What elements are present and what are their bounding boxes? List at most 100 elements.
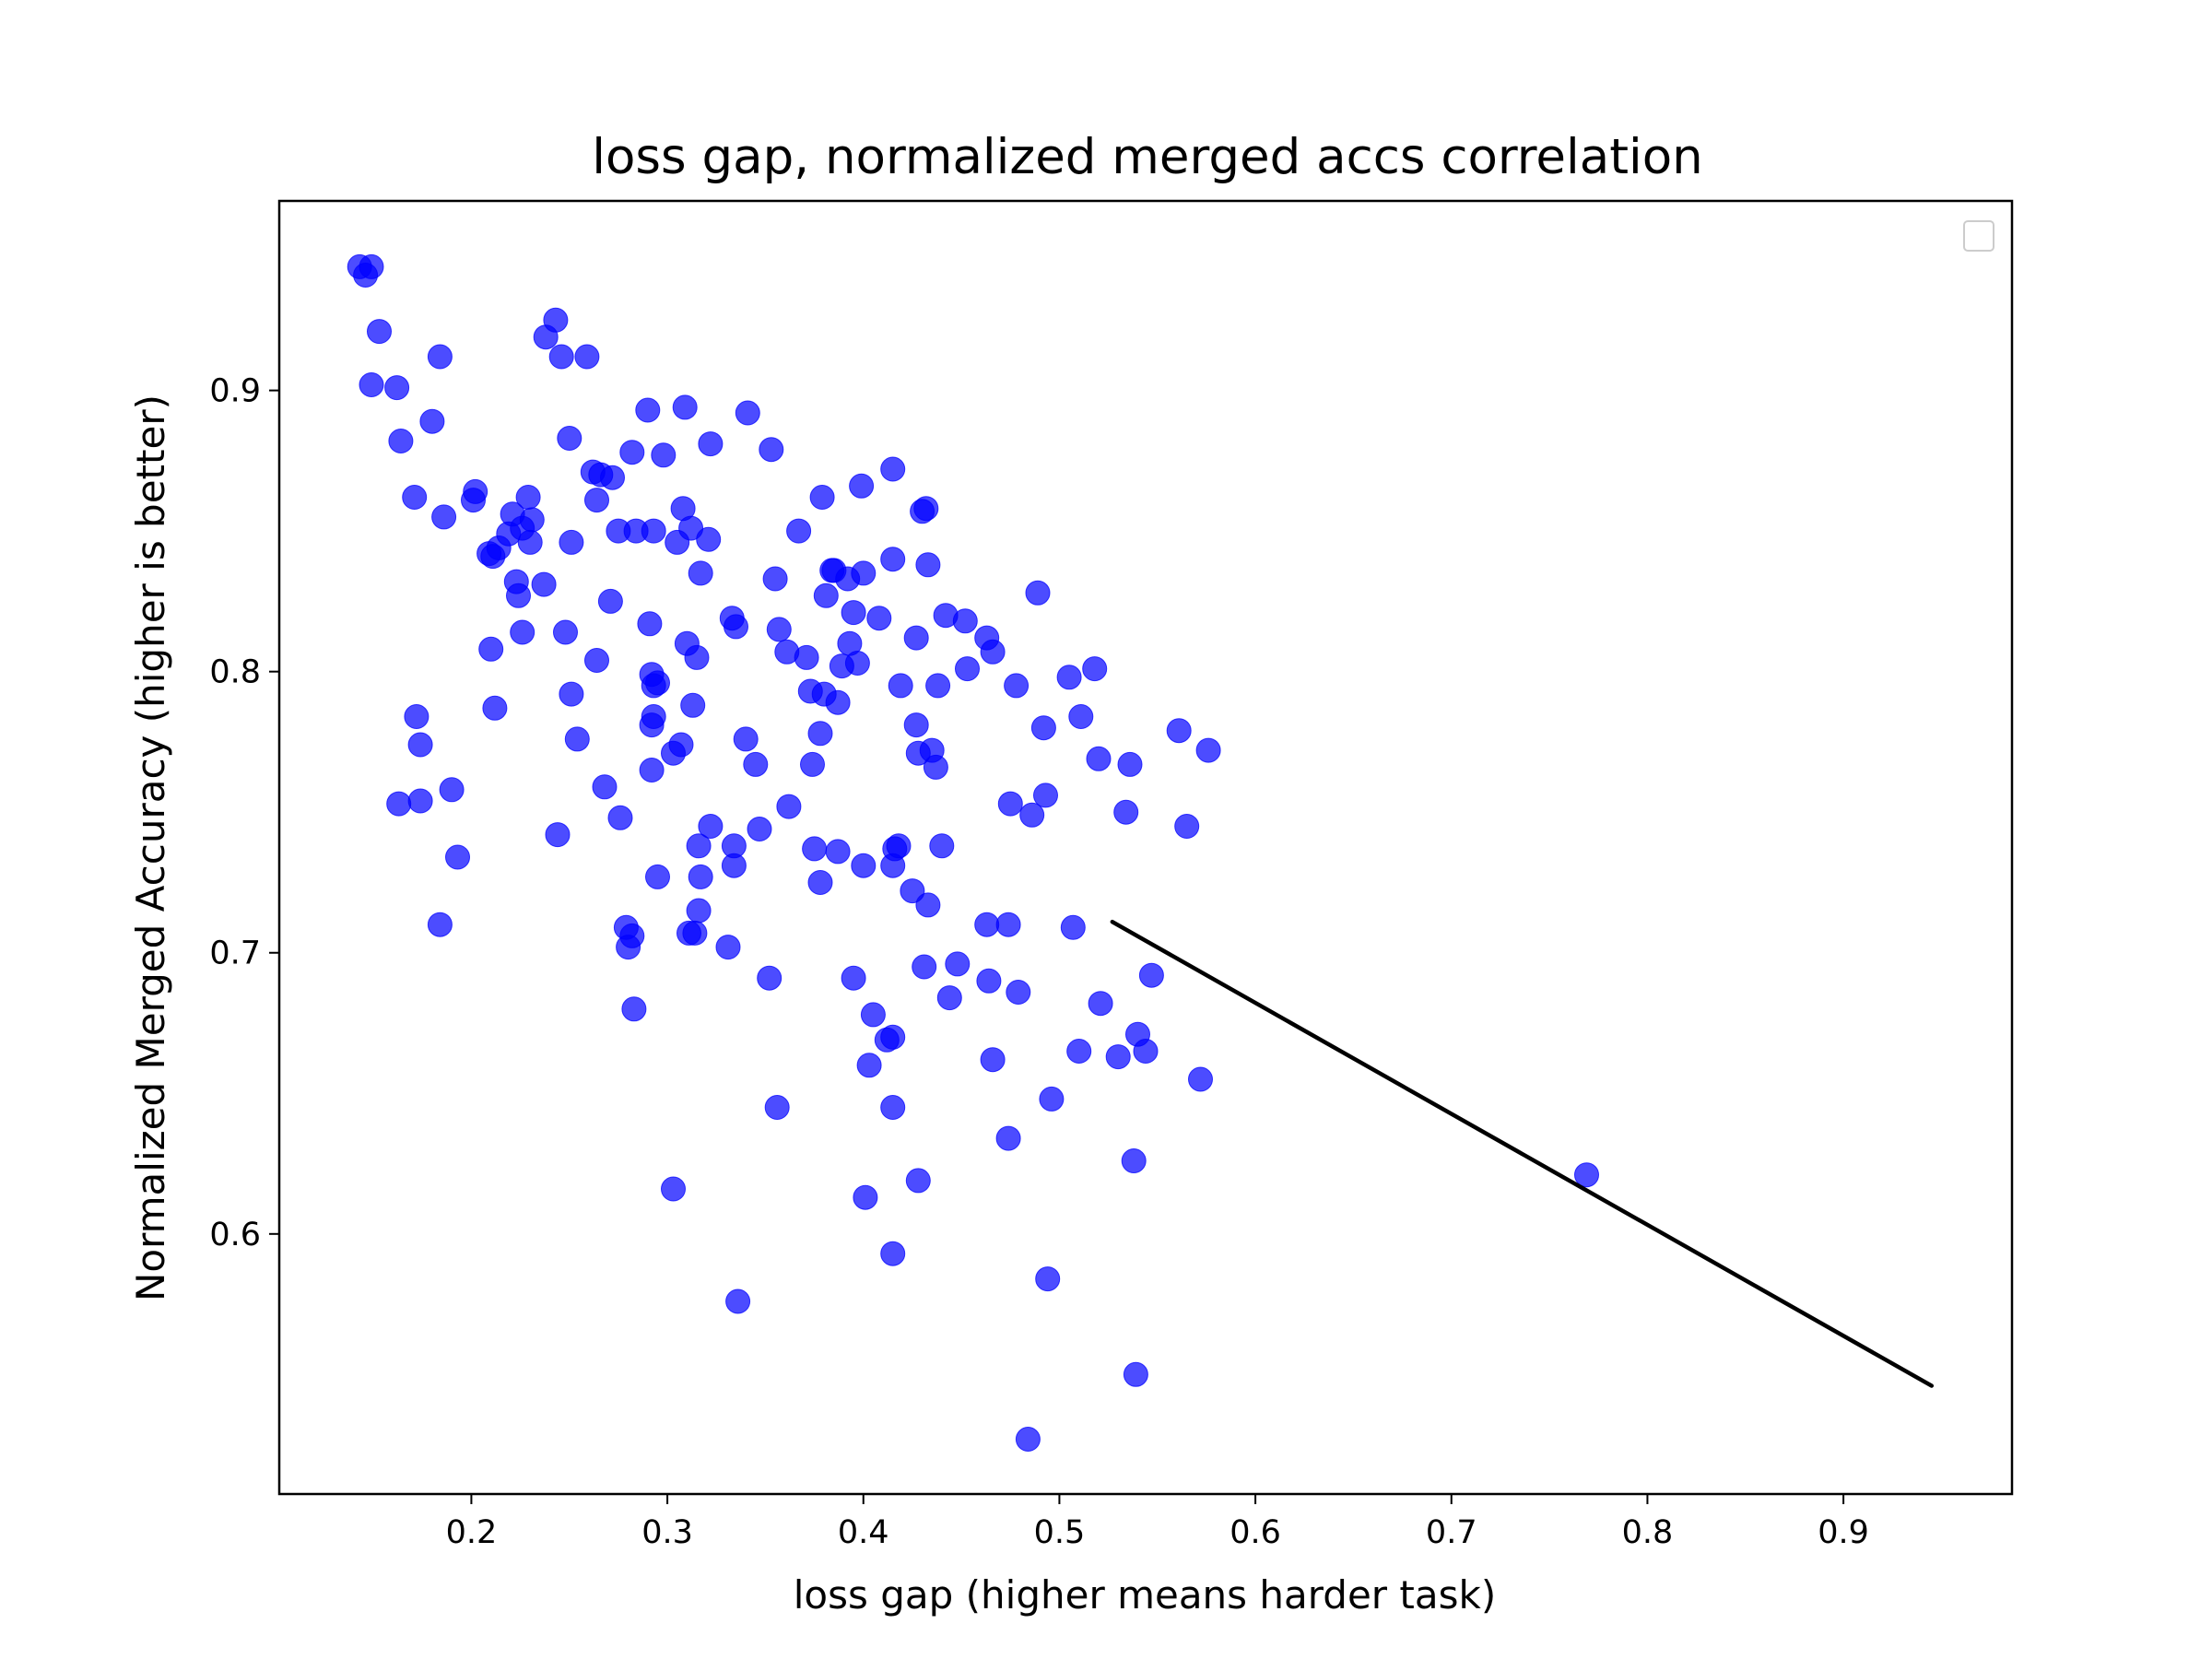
data-point bbox=[724, 614, 748, 640]
data-point bbox=[686, 833, 712, 859]
data-point bbox=[584, 648, 609, 673]
data-point bbox=[506, 582, 531, 608]
data-point bbox=[1015, 1427, 1041, 1452]
data-point bbox=[635, 397, 661, 423]
data-point bbox=[564, 726, 590, 752]
data-point bbox=[600, 465, 625, 490]
data-point bbox=[510, 619, 535, 645]
data-point bbox=[980, 639, 1006, 665]
data-point bbox=[825, 839, 851, 865]
data-point bbox=[1004, 673, 1030, 699]
x-tick-label: 0.2 bbox=[446, 1514, 498, 1551]
data-point bbox=[1056, 665, 1082, 690]
data-point bbox=[844, 651, 870, 676]
data-point bbox=[952, 608, 978, 634]
data-point bbox=[553, 619, 578, 645]
data-point bbox=[597, 588, 623, 614]
data-point bbox=[825, 689, 851, 715]
data-point bbox=[929, 833, 955, 859]
data-point bbox=[802, 836, 828, 862]
data-point bbox=[809, 485, 835, 510]
data-point bbox=[404, 704, 429, 729]
data-point bbox=[557, 426, 582, 451]
data-point bbox=[1039, 1086, 1065, 1112]
data-point bbox=[974, 912, 1000, 937]
data-point bbox=[639, 758, 665, 782]
data-point bbox=[866, 606, 892, 631]
data-point bbox=[427, 912, 453, 937]
data-point bbox=[402, 485, 428, 510]
data-point bbox=[637, 611, 663, 637]
x-tick-label: 0.6 bbox=[1230, 1514, 1281, 1551]
data-point bbox=[531, 571, 557, 597]
data-point bbox=[794, 644, 819, 670]
data-point bbox=[384, 375, 410, 401]
data-point bbox=[651, 442, 677, 468]
regression-line bbox=[1110, 919, 1935, 1388]
data-point bbox=[478, 636, 504, 662]
data-point bbox=[903, 625, 929, 651]
data-point bbox=[976, 968, 1002, 994]
data-point bbox=[743, 751, 769, 777]
data-point bbox=[641, 704, 666, 729]
data-point bbox=[735, 400, 760, 426]
data-point bbox=[621, 996, 647, 1022]
data-point bbox=[445, 844, 470, 870]
data-point bbox=[880, 456, 906, 482]
y-tick-label: 0.9 bbox=[209, 373, 261, 410]
data-point bbox=[1174, 814, 1200, 839]
data-point bbox=[1088, 991, 1113, 1017]
data-point bbox=[905, 1168, 931, 1194]
data-point bbox=[574, 344, 600, 370]
x-tick-label: 0.3 bbox=[641, 1514, 693, 1551]
data-point bbox=[619, 440, 645, 465]
data-point bbox=[688, 864, 713, 889]
data-point bbox=[419, 408, 445, 434]
data-point bbox=[1166, 718, 1192, 744]
data-point bbox=[880, 1095, 906, 1120]
data-point bbox=[519, 507, 545, 533]
data-point bbox=[1082, 656, 1108, 682]
data-points bbox=[347, 253, 1599, 1452]
data-point bbox=[645, 670, 670, 696]
data-point bbox=[1060, 914, 1086, 940]
data-point bbox=[880, 1024, 906, 1050]
data-point bbox=[1033, 782, 1058, 808]
data-point bbox=[661, 1176, 686, 1202]
data-point bbox=[880, 1241, 906, 1266]
data-point bbox=[1068, 704, 1094, 729]
data-point bbox=[439, 777, 465, 803]
data-point bbox=[721, 853, 747, 878]
data-point bbox=[1574, 1162, 1599, 1188]
data-point bbox=[1121, 1148, 1147, 1173]
data-point bbox=[1133, 1039, 1159, 1064]
data-point bbox=[915, 552, 941, 578]
data-point bbox=[696, 526, 722, 552]
data-point bbox=[912, 954, 937, 980]
data-point bbox=[997, 791, 1023, 817]
data-point bbox=[880, 547, 906, 572]
data-point bbox=[388, 429, 414, 453]
data-point bbox=[995, 1125, 1021, 1151]
data-point bbox=[407, 788, 433, 814]
data-point bbox=[645, 864, 670, 889]
data-point bbox=[1025, 580, 1051, 606]
data-point bbox=[1117, 751, 1143, 777]
y-tick-label: 0.6 bbox=[209, 1217, 261, 1253]
data-point bbox=[980, 1047, 1006, 1073]
data-point bbox=[945, 951, 971, 977]
data-point bbox=[888, 673, 913, 699]
x-tick-label: 0.7 bbox=[1426, 1514, 1477, 1551]
data-point bbox=[1086, 746, 1112, 771]
data-point bbox=[543, 307, 569, 333]
data-point bbox=[936, 985, 962, 1011]
data-point bbox=[641, 518, 666, 544]
data-point bbox=[584, 488, 609, 513]
x-tick-label: 0.4 bbox=[838, 1514, 889, 1551]
data-point bbox=[517, 529, 543, 555]
data-point bbox=[1195, 737, 1221, 763]
data-point bbox=[1066, 1039, 1092, 1064]
x-tick-label: 0.9 bbox=[1818, 1514, 1869, 1551]
x-axis-label: loss gap (higher means harder task) bbox=[794, 1572, 1496, 1618]
